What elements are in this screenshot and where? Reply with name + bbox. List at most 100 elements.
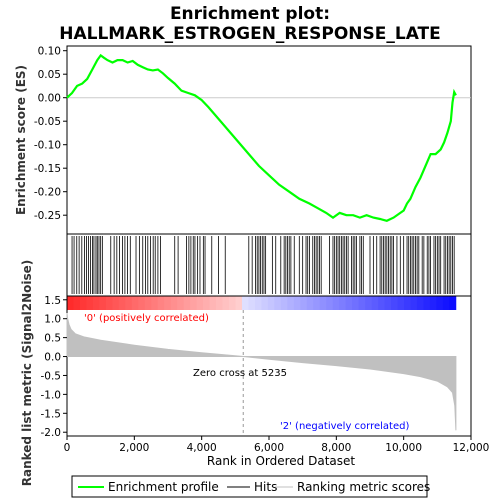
x-axis-label: Rank in Ordered Dataset (207, 454, 355, 468)
color-bar-segment (306, 296, 314, 310)
es-y-axis: 0.10 0.05 0.00 -0.05 -0.10 -0.15 -0.20 -0.25 (34, 46, 67, 222)
color-bar-segment (332, 296, 340, 310)
color-bar-segment (144, 296, 152, 310)
ranking-metric-area (66, 310, 457, 436)
es-y-tick-label: -0.05 (34, 116, 61, 128)
color-bar-segment (196, 296, 204, 310)
metric-y-tick-label: 1.0 (44, 314, 61, 326)
color-bar-segment (216, 296, 223, 310)
color-bar-segment (261, 296, 269, 310)
color-bar-segment (79, 296, 87, 310)
color-bar-segment (112, 296, 120, 310)
color-bar-segment (164, 296, 172, 310)
color-bar-segment (442, 296, 450, 310)
legend-label-hits: Hits (254, 480, 277, 494)
color-bar-segment (131, 296, 139, 310)
x-tick-label: 12,000 (453, 442, 490, 454)
legend-label-ranking: Ranking metric scores (297, 480, 430, 494)
metric-y-tick-label: 1.5 (44, 295, 61, 307)
x-tick-label: 8,000 (321, 442, 351, 454)
color-bar-segment (345, 296, 353, 310)
color-bar-segment (170, 296, 178, 310)
color-bar-segment (86, 296, 94, 310)
x-tick-label: 0 (64, 442, 71, 454)
es-y-tick-label: -0.25 (34, 210, 61, 222)
positive-correlation-label: '0' (positively correlated) (84, 313, 209, 324)
zero-cross-label: Zero cross at 5235 (193, 368, 287, 379)
es-y-tick-label: 0.10 (38, 46, 61, 58)
color-bar-segment (423, 296, 431, 310)
metric-y-axis: 1.5 1.0 0.5 0.0 -0.5 -1.0 -1.5 -2.0 (41, 295, 67, 439)
color-bar-segment (177, 296, 185, 310)
es-y-tick-label: -0.15 (34, 163, 61, 175)
color-bar-segment (365, 296, 372, 310)
color-bar-segment (358, 296, 366, 310)
color-bar-segment (313, 296, 321, 310)
color-bar-segment (410, 296, 418, 310)
x-tick-label: 2,000 (119, 442, 149, 454)
color-bar-segment (293, 296, 301, 310)
color-bar-segment (241, 296, 249, 310)
color-bar-segment (151, 296, 159, 310)
color-bar-segment (248, 296, 256, 310)
color-bar-segment (235, 296, 243, 310)
negative-correlation-label: '2' (negatively correlated) (280, 421, 409, 432)
color-bar-segment (287, 296, 295, 310)
color-bar-segment (67, 296, 74, 310)
color-bar-segment (326, 296, 334, 310)
metric-y-tick-label: -1.5 (41, 408, 62, 420)
color-bar-segment (274, 296, 282, 310)
x-tick-label: 6,000 (254, 442, 284, 454)
color-bar-segment (183, 296, 191, 310)
color-bar-segment (319, 296, 327, 310)
color-bar-segment (73, 296, 81, 310)
color-bar-segment (429, 296, 437, 310)
color-bar-segment (203, 296, 210, 310)
color-bar-segment (105, 296, 113, 310)
chart-title-line1: Enrichment plot: (170, 4, 330, 24)
color-bar-segment (384, 296, 392, 310)
metric-y-tick-label: 0.5 (44, 333, 61, 345)
color-bar-segment (190, 296, 198, 310)
metric-y-tick-label: -0.5 (41, 370, 62, 382)
es-panel-frame (66, 45, 472, 235)
es-y-tick-label: -0.20 (34, 187, 61, 199)
hits-marks (71, 236, 455, 294)
color-bar-segment (416, 296, 424, 310)
color-bar-segment (157, 296, 165, 310)
color-bar-segment (371, 296, 379, 310)
ranking-color-bar (67, 296, 457, 310)
color-bar-segment (118, 296, 126, 310)
x-tick-label: 4,000 (187, 442, 217, 454)
x-tick-label: 10,000 (385, 442, 422, 454)
enrichment-profile-line (66, 53, 457, 222)
color-bar-segment (404, 296, 411, 310)
chart-title-line2: HALLMARK_ESTROGEN_RESPONSE_LATE (59, 24, 441, 44)
color-bar-segment (352, 296, 360, 310)
es-y-axis-label: Enrichment score (ES) (14, 65, 28, 215)
metric-x-axis: 0 2,000 4,000 6,000 8,000 10,000 12,000 (64, 436, 490, 454)
color-bar-segment (92, 296, 100, 310)
metric-y-tick-label: 0.0 (44, 352, 61, 364)
color-bar-segment (436, 296, 444, 310)
color-bar-segment (138, 296, 146, 310)
color-bar-segment (267, 296, 275, 310)
metric-y-tick-label: -2.0 (41, 427, 62, 439)
color-bar-segment (397, 296, 405, 310)
color-bar-segment (300, 296, 308, 310)
enrichment-profile-series (66, 53, 471, 222)
legend-label-enrichment: Enrichment profile (108, 480, 219, 494)
metric-y-axis-label: Ranked list metric (Signal2Noise) (20, 260, 34, 487)
color-bar-segment (378, 296, 385, 310)
color-bar-segment (229, 296, 236, 310)
metric-y-tick-label: -1.0 (41, 389, 62, 401)
es-y-tick-label: 0.05 (38, 69, 61, 81)
color-bar-segment (391, 296, 398, 310)
color-bar-segment (222, 296, 230, 310)
color-bar-segment (209, 296, 217, 310)
color-bar-segment (449, 296, 457, 310)
color-bar-segment (125, 296, 133, 310)
color-bar-segment (339, 296, 347, 310)
color-bar-segment (254, 296, 262, 310)
